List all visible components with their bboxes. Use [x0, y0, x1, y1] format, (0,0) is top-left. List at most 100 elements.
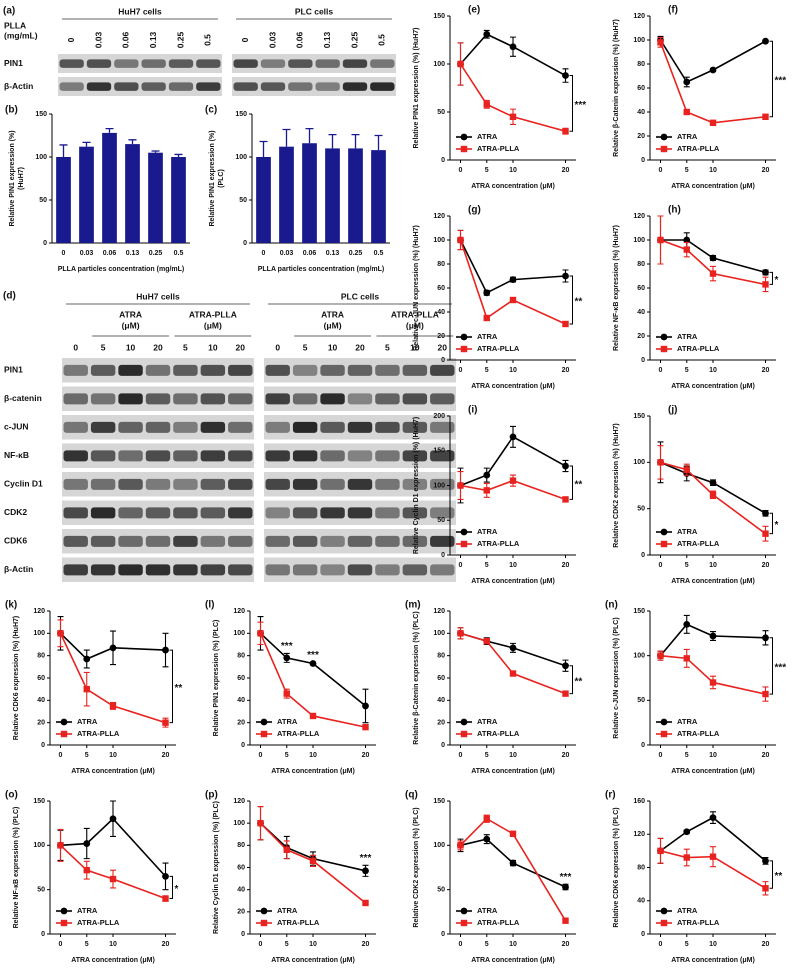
marker [509, 276, 517, 283]
y-axis-title: Relative β-Catenin expression (%) (PLC) [413, 611, 420, 744]
lane-label: 20 [153, 342, 163, 352]
significance-label: ** [575, 479, 583, 490]
y-axis-title: Relative PIN1 expression (%) (HuH7) [413, 28, 420, 149]
legend-marker [660, 528, 668, 536]
marker [683, 621, 691, 628]
legend-entry: ATRA [677, 717, 698, 726]
y-tick-label: 120 [433, 608, 445, 615]
y-tick-label: 100 [33, 630, 45, 637]
y-axis-title: Relative PIN1 expression (%) [209, 130, 216, 226]
y-tick-label: 100 [433, 630, 445, 637]
legend-marker [60, 718, 68, 726]
marker [683, 236, 691, 244]
marker [562, 462, 569, 470]
panel-label: (b) [5, 105, 18, 116]
marker [709, 814, 717, 822]
blot-band [430, 364, 455, 376]
lane-label: 5 [183, 342, 188, 352]
blot-band [118, 364, 143, 376]
blot-band [320, 564, 345, 576]
blot-band [265, 478, 290, 490]
blot-band [228, 421, 253, 433]
marker [57, 630, 64, 637]
blot-band [320, 478, 345, 490]
y-tick-label: 40 [437, 697, 445, 704]
y-tick-label: 50 [437, 887, 445, 894]
marker [283, 690, 290, 697]
blot-band [375, 421, 400, 433]
subgroup-title: (μM) [324, 320, 342, 330]
x-tick-label: 0.03 [80, 250, 94, 257]
blot-band [200, 364, 226, 376]
marker [457, 60, 464, 68]
x-tick-label: 0 [59, 941, 63, 948]
y-axis-title: Relative PIN1 expression (%) [9, 130, 16, 226]
x-tick-label: 0.06 [303, 250, 317, 257]
y-tick-label: 0 [441, 357, 445, 364]
bar [302, 143, 317, 243]
x-axis-title: ATRA concentration (μM) [671, 957, 755, 964]
y-tick-label: 0 [41, 931, 45, 938]
significance-label: * [175, 884, 179, 895]
blot-band [292, 393, 318, 405]
blot-band [320, 535, 345, 547]
marker [762, 269, 769, 276]
x-tick-label: 0 [659, 562, 663, 569]
blot-band [118, 507, 143, 519]
lane-label: 0.25 [349, 31, 359, 48]
legend-marker [260, 718, 268, 726]
y-tick-label: 0 [441, 742, 445, 749]
y-tick-label: 20 [37, 720, 45, 727]
y-tick-label: 80 [437, 653, 445, 660]
legend-entry: ATRA-PLLA [677, 144, 720, 153]
error-bar [305, 127, 314, 144]
row-label: NF-κB [4, 450, 29, 460]
marker [562, 883, 569, 891]
y-tick-label: 40 [637, 898, 645, 905]
significance-label: *** [560, 872, 572, 883]
significance-label: *** [360, 853, 372, 864]
legend-entry: ATRA-PLLA [677, 729, 720, 738]
blot-band [200, 421, 226, 433]
blot-band [141, 82, 166, 91]
bar [279, 146, 294, 243]
blot-band [320, 450, 345, 462]
x-tick-label: 0 [459, 752, 463, 759]
y-tick-label: 100 [35, 154, 47, 161]
blot-band [63, 364, 88, 376]
blot-band [118, 478, 143, 490]
blot-band [292, 478, 318, 490]
y-tick-label: 100 [33, 842, 45, 849]
legend-marker [460, 133, 468, 141]
bar [348, 148, 363, 243]
legend-entry: ATRA [677, 527, 698, 536]
y-tick-label: 60 [637, 85, 645, 92]
significance-bracket [569, 75, 573, 132]
y-tick-label: 0 [641, 931, 645, 938]
group-title: PLC cells [341, 291, 380, 301]
series-line [60, 817, 167, 877]
blot-band [196, 82, 221, 91]
y-tick-label: 40 [237, 887, 245, 894]
series-line [659, 623, 766, 657]
marker [683, 655, 690, 662]
panel-label: (g) [468, 205, 481, 216]
y-axis-title: (PLC) [218, 169, 225, 188]
error-bar [174, 153, 183, 157]
x-axis-title: ATRA concentration (μM) [471, 957, 555, 964]
y-tick-label: 0 [241, 742, 245, 749]
blot-band [402, 393, 428, 405]
x-tick-label: 0.13 [126, 250, 140, 257]
marker [762, 885, 769, 892]
blot-band [288, 59, 313, 68]
y-tick-label: 120 [633, 213, 645, 220]
y-tick-label: 0 [441, 157, 445, 164]
blot-band [430, 507, 455, 519]
marker [762, 281, 769, 288]
blot-band [63, 393, 88, 405]
marker [683, 466, 690, 473]
y-tick-label: 150 [235, 111, 247, 118]
blot-band [375, 393, 400, 405]
marker [509, 644, 517, 652]
x-tick-label: 5 [285, 752, 289, 759]
